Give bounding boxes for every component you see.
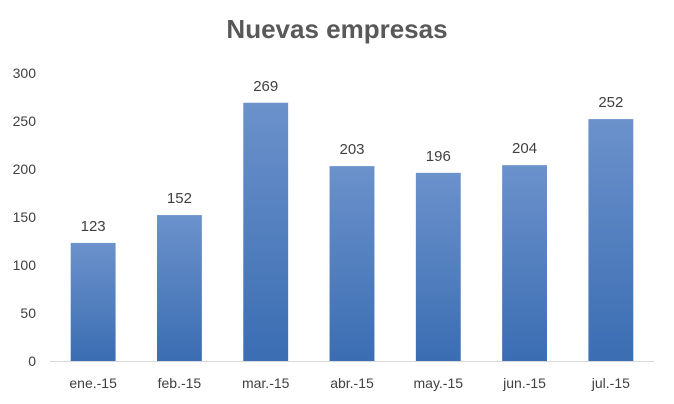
- x-tick-label: jul.-15: [591, 375, 630, 391]
- data-label: 204: [512, 140, 537, 157]
- y-tick-label: 250: [13, 113, 37, 129]
- bar: [329, 166, 375, 361]
- y-axis: 0 50 100 150 200 250 300: [13, 65, 37, 369]
- bar: [415, 172, 461, 361]
- bar: [70, 242, 116, 361]
- data-label: 196: [426, 148, 451, 165]
- x-tick-label: feb.-15: [158, 375, 202, 391]
- x-tick-labels: ene.-15 feb.-15 mar.-15 abr.-15 may.-15 jun.-…: [69, 375, 630, 391]
- bar: [588, 119, 634, 361]
- data-label: 152: [167, 190, 192, 207]
- bar: [243, 102, 289, 361]
- y-tick-label: 0: [28, 353, 36, 369]
- data-label: 203: [339, 141, 364, 158]
- x-tick-label: jun.-15: [502, 375, 546, 391]
- y-tick-label: 50: [20, 305, 36, 321]
- y-tick-label: 200: [13, 161, 37, 177]
- data-label: 269: [253, 78, 278, 95]
- x-tick-label: may.-15: [414, 375, 464, 391]
- y-tick-label: 150: [13, 209, 37, 225]
- data-label: 252: [598, 94, 623, 111]
- bar: [156, 215, 202, 361]
- data-label: 123: [81, 218, 106, 235]
- x-tick-label: mar.-15: [242, 375, 290, 391]
- bars-group: 123 152 269 203 196 204 252: [70, 78, 634, 361]
- y-tick-label: 300: [13, 65, 37, 81]
- bar: [502, 165, 548, 361]
- chart-title: Nuevas empresas: [226, 14, 448, 44]
- y-tick-label: 100: [13, 257, 37, 273]
- x-tick-label: abr.-15: [330, 375, 374, 391]
- x-tick-label: ene.-15: [69, 375, 117, 391]
